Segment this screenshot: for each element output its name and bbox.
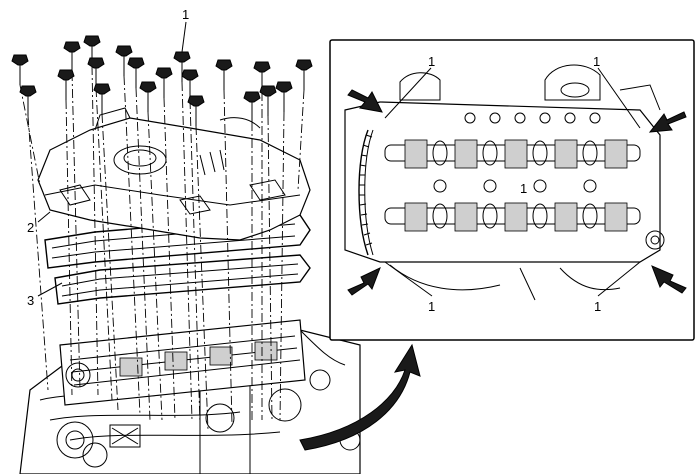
bolt (115, 45, 141, 416)
cam-bearing-caps (404, 139, 628, 232)
callout-3-main: 3 (27, 293, 34, 308)
arrow-top-right (648, 111, 687, 133)
callout-1-detail-bottom-left: 1 (428, 299, 435, 314)
leader-line (597, 67, 641, 129)
bolt (155, 67, 176, 421)
bolt (295, 59, 313, 191)
callout-1-detail-bottom-right: 1 (594, 299, 601, 314)
bolt (127, 57, 151, 421)
callout-1-detail-center: 1 (520, 181, 527, 196)
bolt-set (11, 35, 313, 431)
cam-lobes (432, 140, 598, 229)
callout-2-main: 2 (27, 220, 34, 235)
callout-1-main: 1 (182, 7, 189, 22)
bolt (173, 51, 193, 421)
bolt (215, 59, 233, 426)
bolt (187, 95, 209, 431)
bolt (83, 35, 101, 396)
leader-line (597, 261, 641, 297)
camshaft-assembly (59, 319, 306, 406)
leader-line (384, 67, 432, 119)
bolt (57, 69, 75, 396)
arrow-bottom-left (347, 267, 381, 296)
callout-1-detail-top-left: 1 (428, 54, 435, 69)
cylinder-head-top-view (344, 64, 665, 301)
cam-gear (358, 129, 369, 256)
bolt (259, 85, 277, 421)
detail-inset: 1 1 1 1 1 (329, 39, 695, 341)
bolt (275, 81, 293, 421)
leader-line (37, 282, 63, 297)
arrow-bottom-right (651, 265, 687, 294)
bolt (93, 83, 119, 411)
zoom-arrow (299, 343, 421, 451)
callout-1-detail-top-right: 1 (593, 54, 600, 69)
upper-bolt-row (464, 112, 601, 124)
bolt (11, 54, 41, 186)
bolt (19, 85, 49, 391)
leader-line (181, 21, 187, 53)
spark-plug-wells (433, 179, 597, 193)
bolt (243, 91, 261, 420)
bolt (87, 57, 113, 401)
leader-line (384, 261, 433, 297)
bolt (181, 69, 201, 426)
arrow-top-left (347, 89, 383, 113)
bolt (139, 81, 163, 421)
bolt (63, 41, 81, 391)
leader-line (37, 211, 51, 223)
camshaft-cover (37, 107, 311, 241)
